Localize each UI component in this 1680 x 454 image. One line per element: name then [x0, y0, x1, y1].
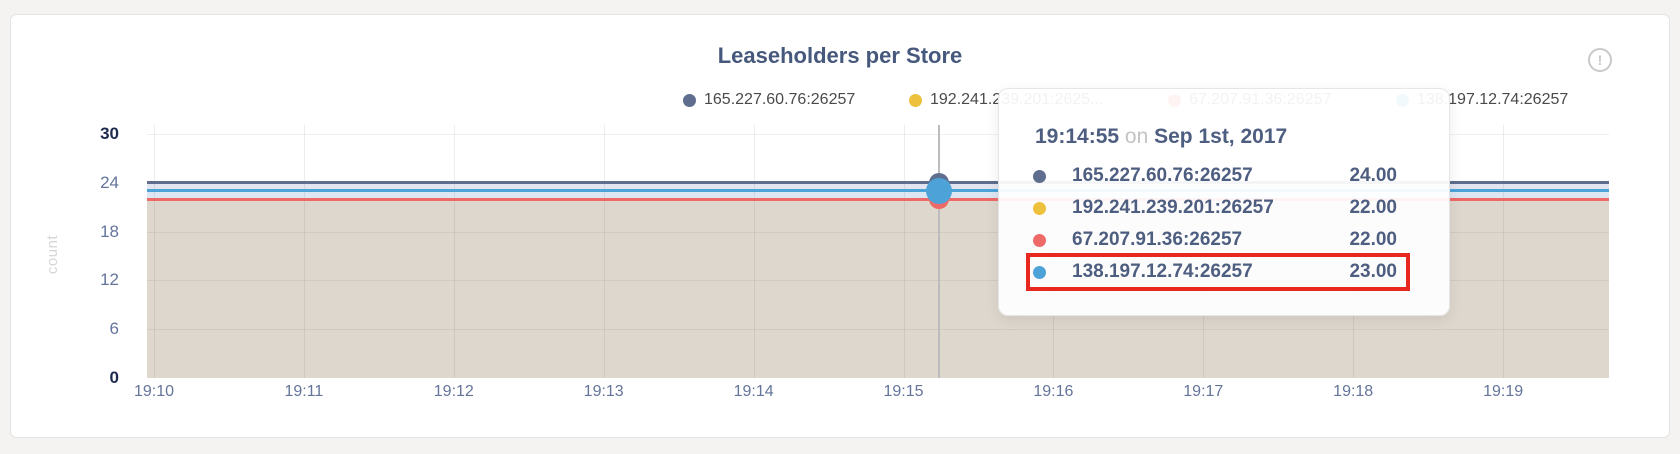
tooltip-series-value: 22.00: [1349, 229, 1397, 250]
tooltip-series-name: 67.207.91.36:26257: [1072, 229, 1243, 250]
tooltip-series-value: 22.00: [1349, 197, 1397, 218]
series-line: [147, 189, 1609, 193]
hover-crosshair: [938, 125, 941, 378]
tooltip-series-name: 192.241.239.201:26257: [1072, 197, 1274, 218]
horizontal-gridline: [147, 134, 1609, 135]
tooltip-series-value: 24.00: [1349, 165, 1397, 186]
y-tick-label: 30: [100, 124, 119, 143]
x-tick-label: 19:19: [1483, 383, 1524, 400]
x-tick-label: 19:13: [583, 383, 624, 400]
legend-item[interactable]: 165.227.60.76:26257: [683, 91, 855, 109]
tooltip-row: 67.207.91.36:26257 22.00: [1033, 224, 1397, 256]
y-tick-label: 0: [109, 368, 119, 387]
x-tick-label: 19:14: [733, 383, 774, 400]
x-tick-label: 19:10: [133, 383, 175, 400]
tooltip-series-dot: [1033, 201, 1046, 215]
tooltip-row: 192.241.239.201:26257 22.00: [1033, 192, 1397, 224]
legend-series-label: 138.197.12.74:26257: [1417, 91, 1569, 108]
x-tick-label: 19:16: [1033, 383, 1074, 400]
tooltip-row: 165.227.60.76:26257 24.00: [1033, 160, 1397, 192]
tooltip-series-name: 138.197.12.74:26257: [1072, 261, 1253, 282]
vertical-gridline: [903, 125, 905, 378]
area-fill-band: [147, 182, 1609, 191]
vertical-gridline: [1503, 125, 1505, 378]
tooltip-date-text: Sep 1st, 2017: [1154, 125, 1288, 148]
legend-series-dot: [683, 93, 696, 107]
hover-tooltip: 19:14:55 on Sep 1st, 2017 165.227.60.76:…: [998, 88, 1450, 316]
y-axis-label: count: [44, 234, 62, 275]
tooltip-series-dot: [1033, 265, 1046, 279]
legend-series-label: 165.227.60.76:26257: [704, 91, 856, 108]
area-fill-band: [147, 190, 1609, 200]
y-tick-label: 18: [100, 221, 119, 241]
tooltip-header: 19:14:55 on Sep 1st, 2017: [1035, 125, 1288, 148]
tooltip-series-name: 165.227.60.76:26257: [1072, 165, 1253, 186]
chart-card: Leaseholders per Store ! 165.227.60.76:2…: [10, 14, 1670, 438]
legend-series-dot: [909, 93, 922, 107]
horizontal-gridline: [147, 329, 1609, 331]
tooltip-time: 19:14:55: [1035, 125, 1120, 148]
tooltip-series-value: 23.00: [1349, 261, 1397, 282]
y-tick-label: 24: [100, 172, 119, 192]
vertical-gridline: [603, 125, 605, 378]
y-tick-label: 12: [100, 270, 119, 290]
info-icon-glyph: !: [1597, 52, 1603, 68]
tooltip-series-dot: [1033, 233, 1046, 247]
tooltip-series-dot: [1033, 169, 1046, 183]
vertical-gridline: [303, 125, 305, 378]
y-tick-label: 6: [109, 319, 119, 339]
x-tick-label: 19:11: [284, 383, 324, 400]
series-line: [147, 181, 1609, 185]
info-icon[interactable]: !: [1588, 48, 1612, 72]
series-line: [147, 197, 1609, 201]
tooltip-row: 138.197.12.74:26257 23.00: [1026, 253, 1410, 291]
horizontal-gridline: [147, 280, 1609, 282]
x-tick-label: 19:15: [883, 383, 924, 400]
x-tick-label: 19:12: [433, 383, 474, 400]
horizontal-gridline: [147, 231, 1609, 233]
x-tick-label: 19:17: [1183, 383, 1224, 400]
vertical-gridline: [453, 125, 455, 378]
vertical-gridline: [154, 125, 155, 378]
hover-data-point: [926, 177, 953, 204]
x-tick-label: 19:18: [1333, 383, 1374, 400]
chart-title: Leaseholders per Store: [717, 43, 963, 68]
vertical-gridline: [753, 125, 755, 378]
tooltip-rows: 165.227.60.76:26257 24.00 192.241.239.201:…: [1026, 160, 1410, 291]
